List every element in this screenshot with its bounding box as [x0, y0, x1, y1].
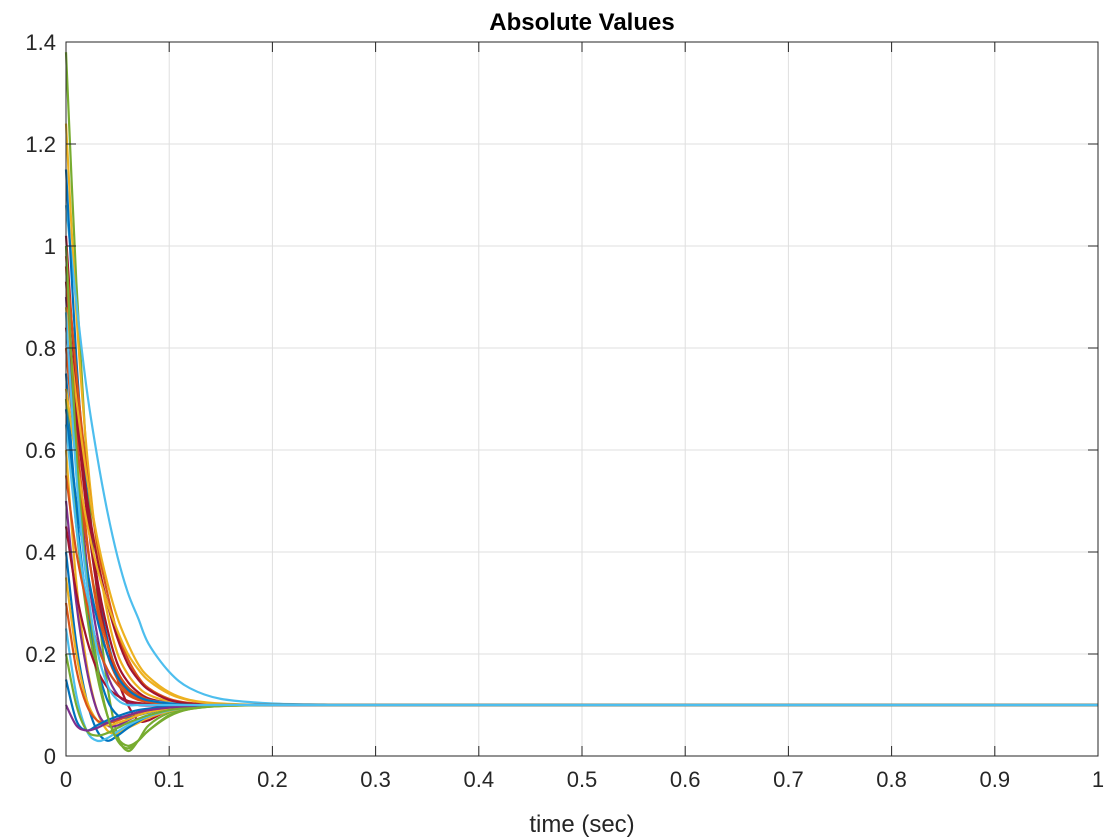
x-tick-label: 0.8 [876, 767, 907, 792]
y-tick-label: 1 [44, 234, 56, 259]
x-tick-label: 0.4 [464, 767, 495, 792]
y-tick-label: 0.2 [25, 642, 56, 667]
y-tick-labels: 0 0.2 0.4 0.6 0.8 1 1.2 1.4 [25, 30, 56, 769]
x-tick-labels: 0 0.1 0.2 0.3 0.4 0.5 0.6 0.7 0.8 0.9 1 [60, 767, 1104, 792]
x-tick-label: 0.6 [670, 767, 701, 792]
series-layer [64, 52, 1098, 753]
tick-marks [65, 41, 1099, 757]
x-tick-label: 0.9 [980, 767, 1011, 792]
y-tick-label: 1.2 [25, 132, 56, 157]
y-tick-label: 1.4 [25, 30, 56, 55]
x-axis-label: time (sec) [529, 811, 634, 838]
y-tick-label: 0.8 [25, 336, 56, 361]
x-tick-label: 0.5 [567, 767, 598, 792]
x-tick-label: 0.1 [154, 767, 185, 792]
x-tick-label: 0.7 [773, 767, 804, 792]
y-tick-label: 0.4 [25, 540, 56, 565]
x-tick-label: 0.3 [360, 767, 391, 792]
chart-title: Absolute Values [489, 9, 674, 36]
y-tick-label: 0.6 [25, 438, 56, 463]
x-tick-label: 0.2 [257, 767, 288, 792]
x-tick-label: 1 [1092, 767, 1104, 792]
series-line-29 [64, 312, 1098, 707]
x-tick-label: 0 [60, 767, 72, 792]
y-tick-label: 0 [44, 744, 56, 769]
